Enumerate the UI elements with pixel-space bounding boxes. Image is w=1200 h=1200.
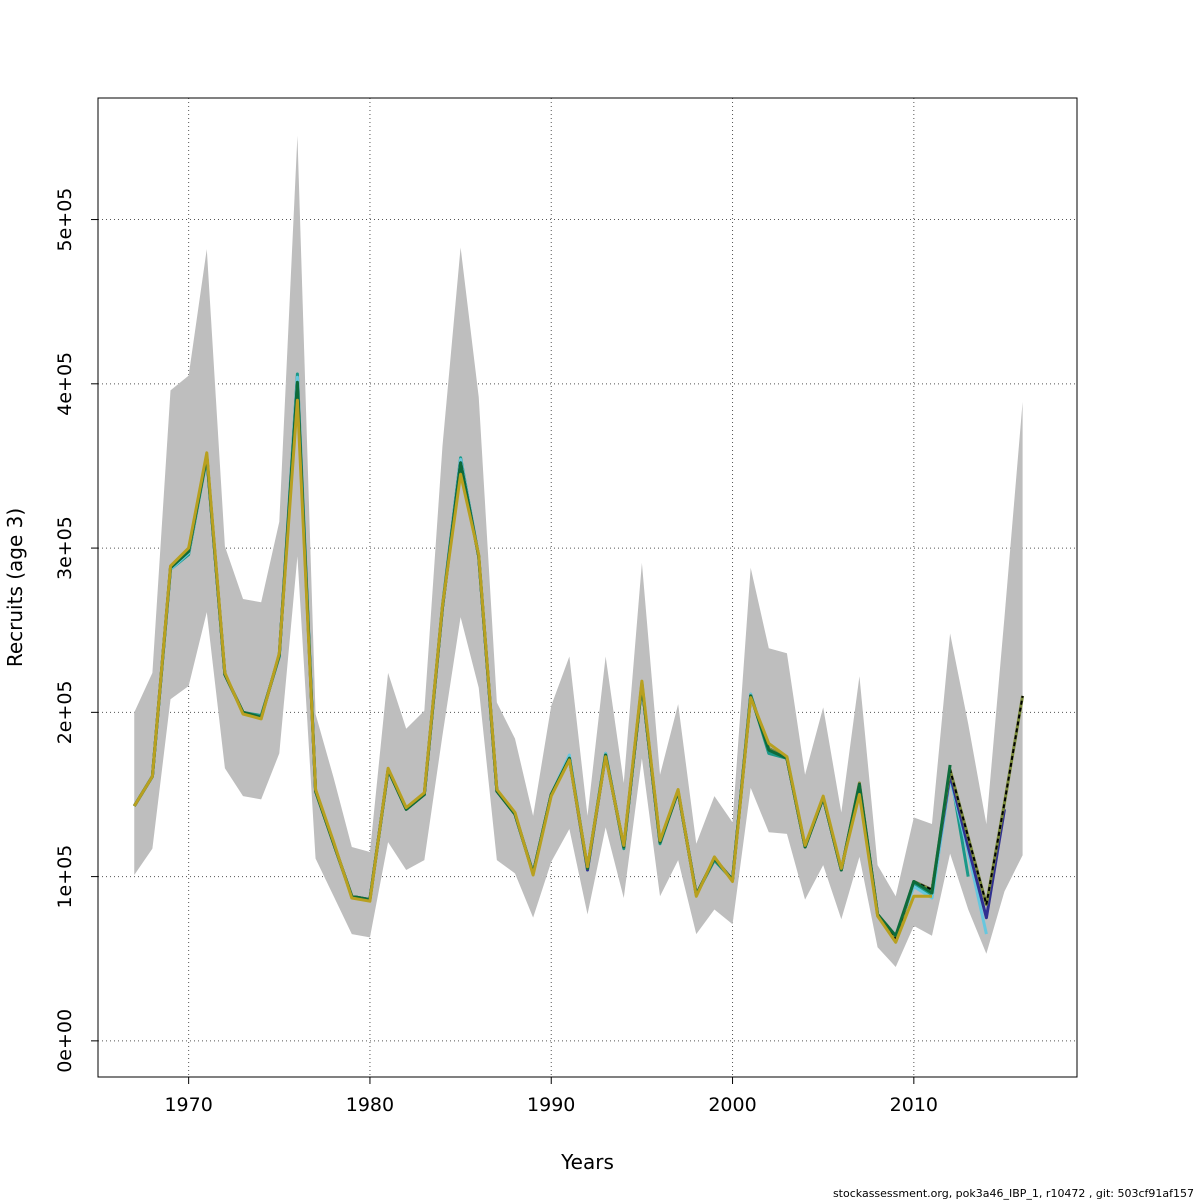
series-line-6 bbox=[133, 398, 932, 944]
x-axis-title: Years bbox=[560, 1150, 614, 1174]
x-tick-label: 1970 bbox=[164, 1094, 212, 1116]
series-layer bbox=[133, 372, 1025, 944]
x-tick-label: 2010 bbox=[890, 1094, 938, 1116]
y-tick-label: 5e+05 bbox=[54, 188, 76, 252]
x-tick-label: 1990 bbox=[527, 1094, 575, 1116]
x-tick-label: 2000 bbox=[708, 1094, 756, 1116]
plot-frame bbox=[97, 97, 1078, 1078]
y-axis-title: Recruits (age 3) bbox=[3, 508, 27, 667]
y-tick-label: 3e+05 bbox=[54, 516, 76, 580]
y-tick-label: 4e+05 bbox=[54, 352, 76, 416]
y-tick-label: 1e+05 bbox=[54, 845, 76, 909]
y-tick-label: 2e+05 bbox=[54, 680, 76, 744]
confidence-band-layer bbox=[134, 135, 1023, 967]
y-tick-label: 0e+00 bbox=[54, 1009, 76, 1073]
x-tick-label: 1980 bbox=[346, 1094, 394, 1116]
footer-note: stockassessment.org, pok3a46_IBP_1, r104… bbox=[833, 1187, 1194, 1200]
confidence-band bbox=[134, 135, 1023, 967]
x-axis: 1970 1980 1990 2000 2010 bbox=[164, 1077, 938, 1116]
y-axis: 0e+00 1e+05 2e+05 3e+05 4e+05 5e+05 bbox=[54, 188, 98, 1073]
